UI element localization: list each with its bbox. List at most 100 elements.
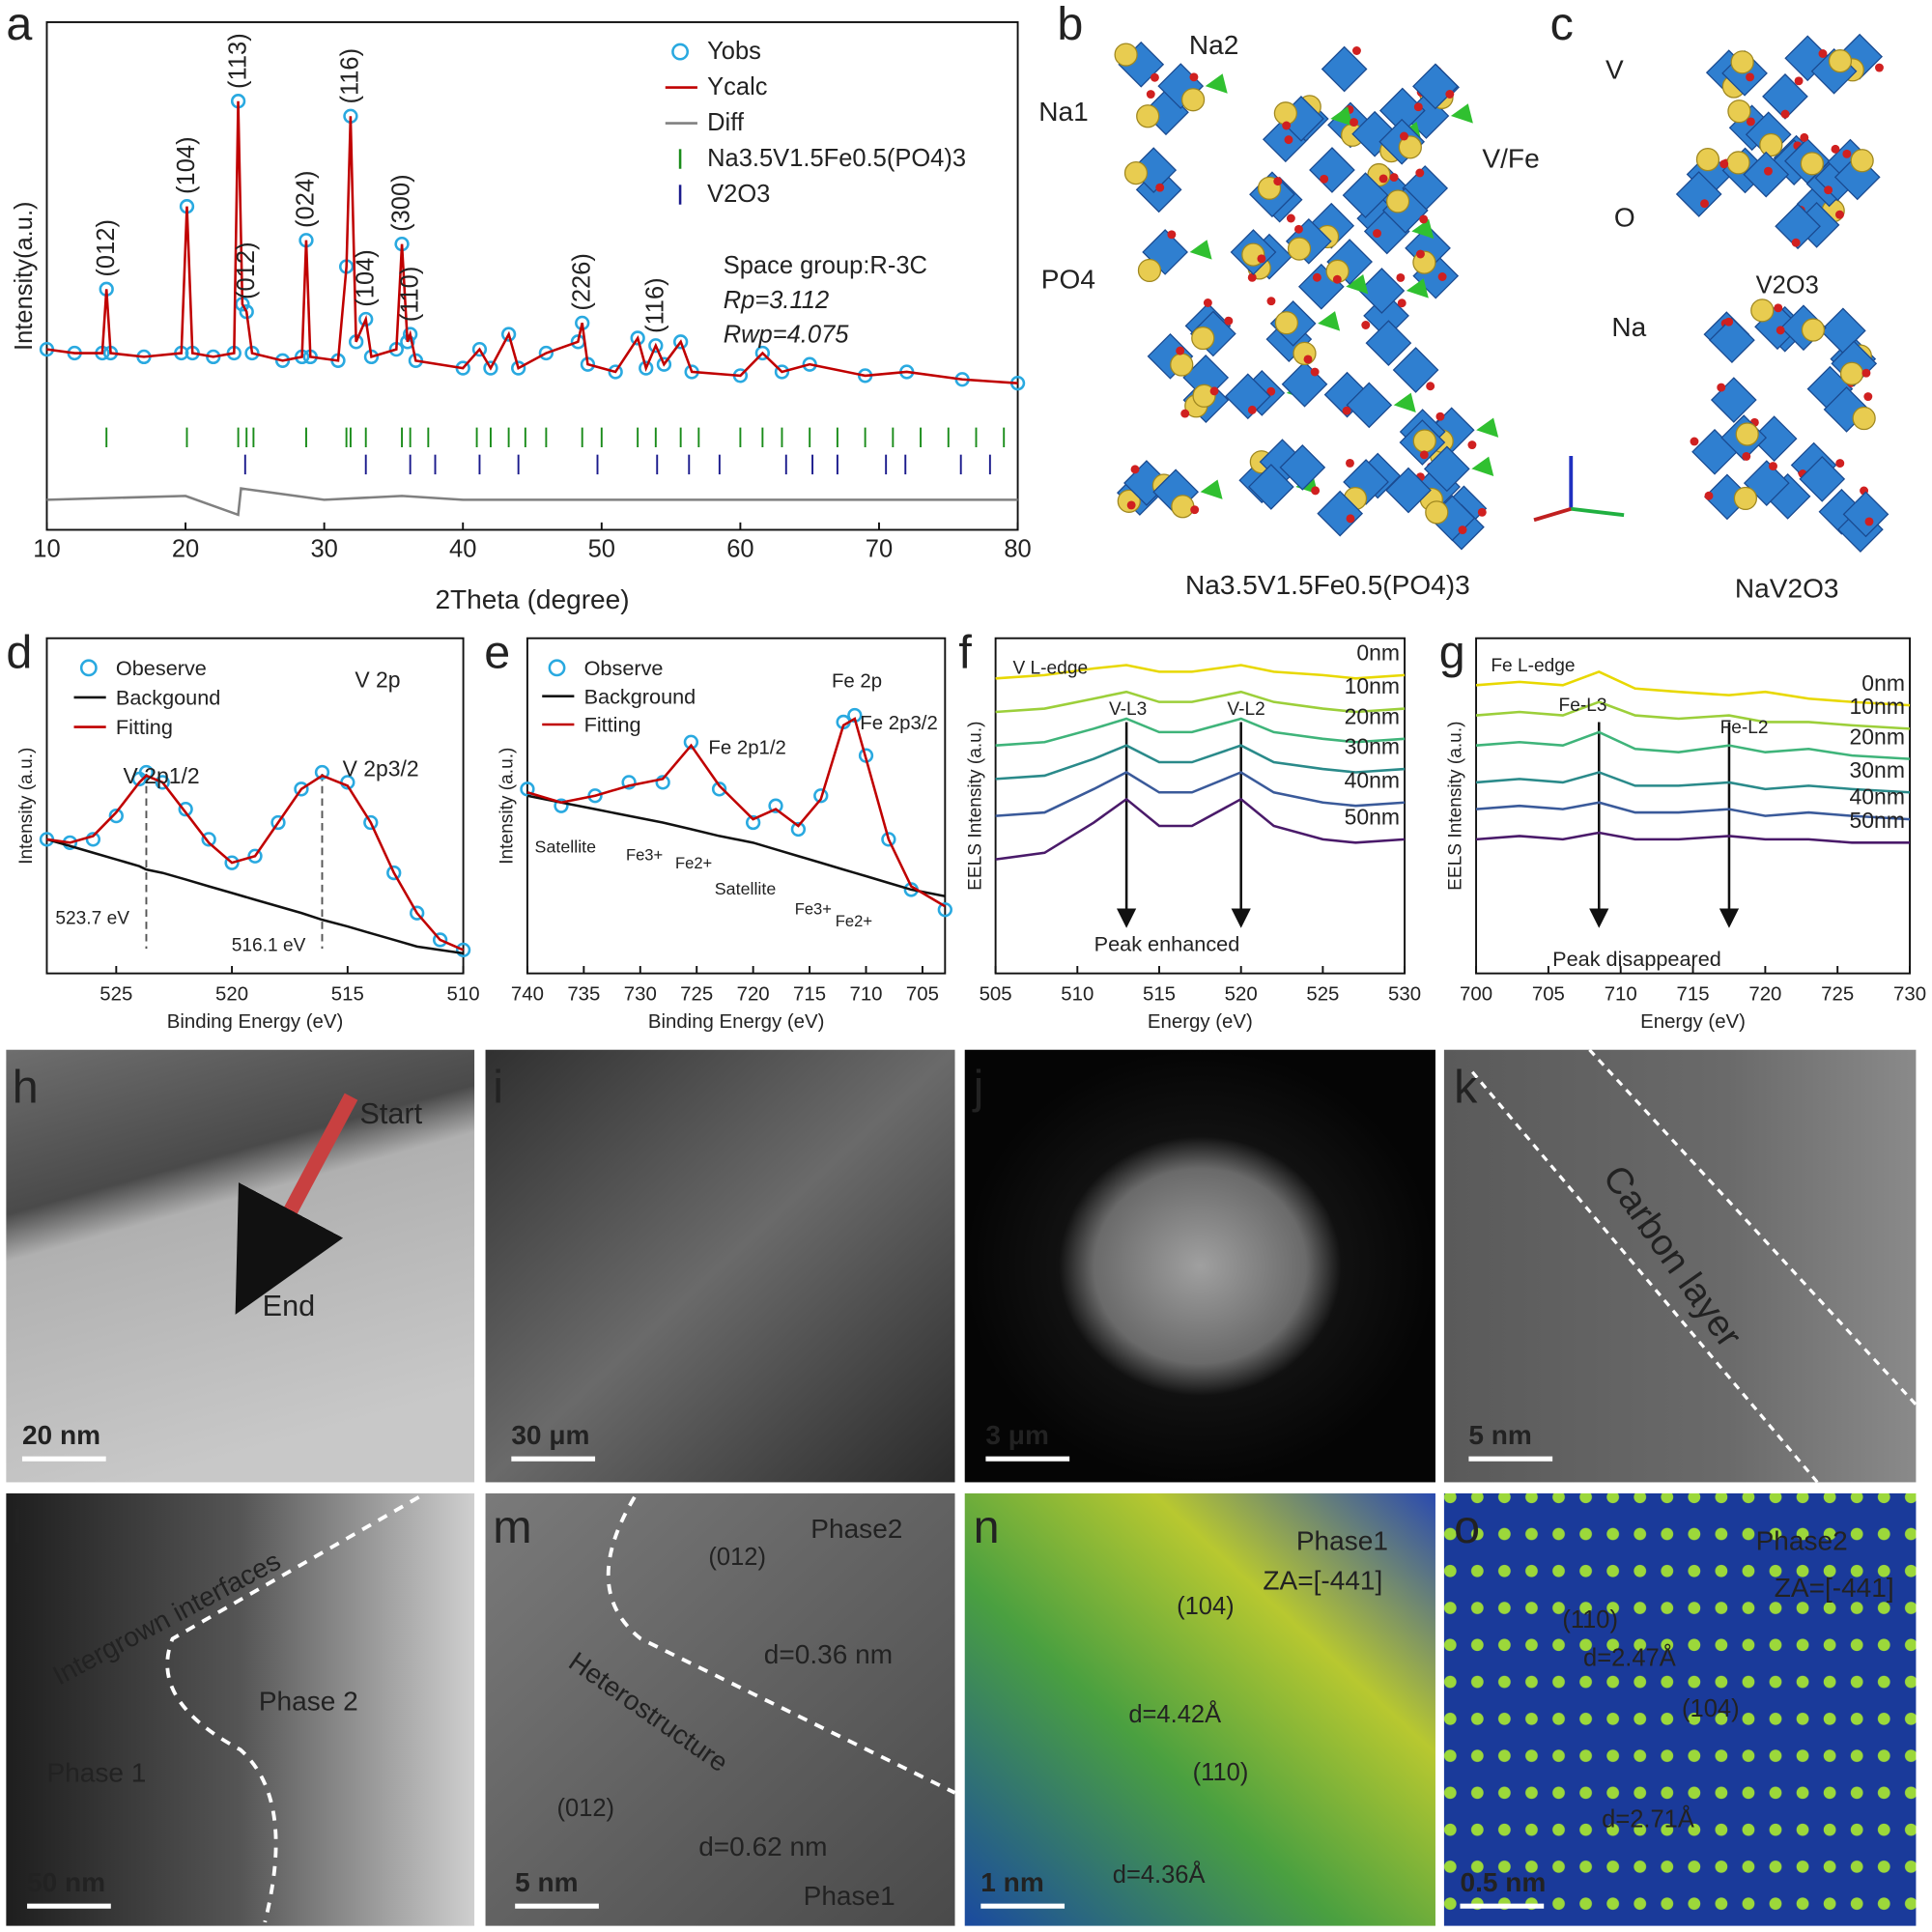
panel-letter: n xyxy=(974,1501,1000,1553)
series-line xyxy=(1475,801,1911,821)
x-tick-label: 20 xyxy=(172,536,199,563)
atom xyxy=(1351,46,1361,55)
legend-label: Yobs xyxy=(707,38,761,65)
x-tick-label: 720 xyxy=(1748,984,1781,1006)
series-line xyxy=(1475,831,1911,844)
annotation: V-L2 xyxy=(1227,699,1264,720)
plot-frame xyxy=(45,21,1019,531)
atom xyxy=(1373,229,1381,239)
axis xyxy=(1533,506,1572,523)
panel-letter: k xyxy=(1454,1062,1478,1114)
legend-label: Obeserve xyxy=(116,656,207,680)
annotation: 516.1 eV xyxy=(232,936,306,956)
panel-text: V xyxy=(1605,55,1624,85)
x-tick-label: 510 xyxy=(1061,984,1094,1006)
data-point xyxy=(608,364,623,380)
polyhedron xyxy=(1675,171,1722,217)
atom xyxy=(1397,298,1406,308)
annotation: Fe L-edge xyxy=(1491,656,1575,676)
atom xyxy=(1342,406,1351,415)
panel-letter: l xyxy=(13,1501,23,1553)
peak-label: (012) xyxy=(93,219,120,277)
data-point xyxy=(774,364,790,380)
y-axis-label: Intensity(a.u.) xyxy=(11,201,38,350)
data-point xyxy=(363,814,379,831)
legend-label: Fitting xyxy=(116,715,173,739)
series-line xyxy=(995,771,1406,817)
annotation: V L-edge xyxy=(1012,659,1088,679)
legend-label: 20nm xyxy=(1850,724,1905,749)
data-point xyxy=(711,781,727,797)
x-tick-label: 735 xyxy=(567,984,600,1006)
panel-text: d=0.36 nm xyxy=(764,1639,893,1669)
polyhedron xyxy=(1247,464,1294,510)
panel-text: 3 μm xyxy=(985,1420,1049,1450)
polyhedron xyxy=(1147,332,1194,380)
atom xyxy=(1247,272,1257,282)
micrograph xyxy=(964,1049,1435,1483)
atom xyxy=(1203,298,1212,307)
legend-label: Background xyxy=(584,684,696,708)
atom xyxy=(1831,144,1840,154)
panel-text: Na xyxy=(1611,312,1646,342)
annotation: Fe 2p3/2 xyxy=(860,713,938,734)
panel-letter: m xyxy=(493,1501,531,1553)
data-point xyxy=(520,781,535,797)
atom xyxy=(1861,368,1871,378)
panel-letter: a xyxy=(6,0,32,50)
peak-label: (300) xyxy=(388,174,415,232)
legend-symbol xyxy=(671,43,690,61)
peak-label: (116) xyxy=(337,48,364,104)
legend-symbol xyxy=(79,659,98,677)
series-line xyxy=(995,690,1406,714)
atom xyxy=(1426,382,1435,391)
x-tick-label: 700 xyxy=(1460,984,1492,1006)
legend-label: 40nm xyxy=(1345,767,1400,792)
annotation: Satellite xyxy=(715,879,777,898)
atom xyxy=(1695,148,1720,172)
atom xyxy=(1167,230,1177,240)
atom xyxy=(1850,149,1874,173)
atom xyxy=(1123,160,1149,185)
atom xyxy=(1735,422,1759,446)
atom xyxy=(1180,88,1206,112)
legend-symbol xyxy=(548,659,566,677)
legend-label: Na3.5V1.5Fe0.5(PO4)3 xyxy=(707,145,966,172)
series-line xyxy=(46,487,1018,517)
tetrahedron xyxy=(1406,278,1429,298)
atom xyxy=(1763,166,1773,176)
panel-letter: i xyxy=(493,1062,503,1114)
atom xyxy=(1332,274,1342,284)
panel-text: Phase1 xyxy=(1296,1526,1388,1556)
plot-frame xyxy=(994,637,1406,975)
axis xyxy=(1571,506,1625,518)
atom xyxy=(1800,132,1809,142)
panel-letter: c xyxy=(1550,0,1574,50)
data-point xyxy=(754,345,771,361)
data-point xyxy=(768,798,783,813)
atom xyxy=(1412,429,1436,453)
tetrahedron xyxy=(1200,479,1223,499)
data-point xyxy=(410,905,425,921)
x-tick-label: 515 xyxy=(331,984,364,1006)
atom xyxy=(1137,258,1162,283)
atom xyxy=(1727,99,1751,124)
panel-text: PO4 xyxy=(1041,264,1095,294)
atom xyxy=(1361,321,1371,329)
polyhedron xyxy=(1412,63,1459,110)
polyhedron xyxy=(1309,147,1355,193)
atom xyxy=(1189,72,1199,82)
atom xyxy=(1801,318,1826,342)
atom xyxy=(1874,63,1884,72)
annotation: Fe2+ xyxy=(836,912,872,930)
y-axis-label: EELS Intensity (a.u.) xyxy=(965,721,985,890)
x-tick-label: 715 xyxy=(793,984,826,1006)
annotation: 523.7 eV xyxy=(55,909,129,929)
polyhedron xyxy=(1346,382,1393,429)
polyhedron xyxy=(1224,373,1271,420)
atom xyxy=(1126,500,1136,510)
atom xyxy=(1852,406,1876,431)
tetrahedron xyxy=(1189,240,1212,260)
atom xyxy=(1719,159,1729,169)
atom xyxy=(1130,465,1140,474)
